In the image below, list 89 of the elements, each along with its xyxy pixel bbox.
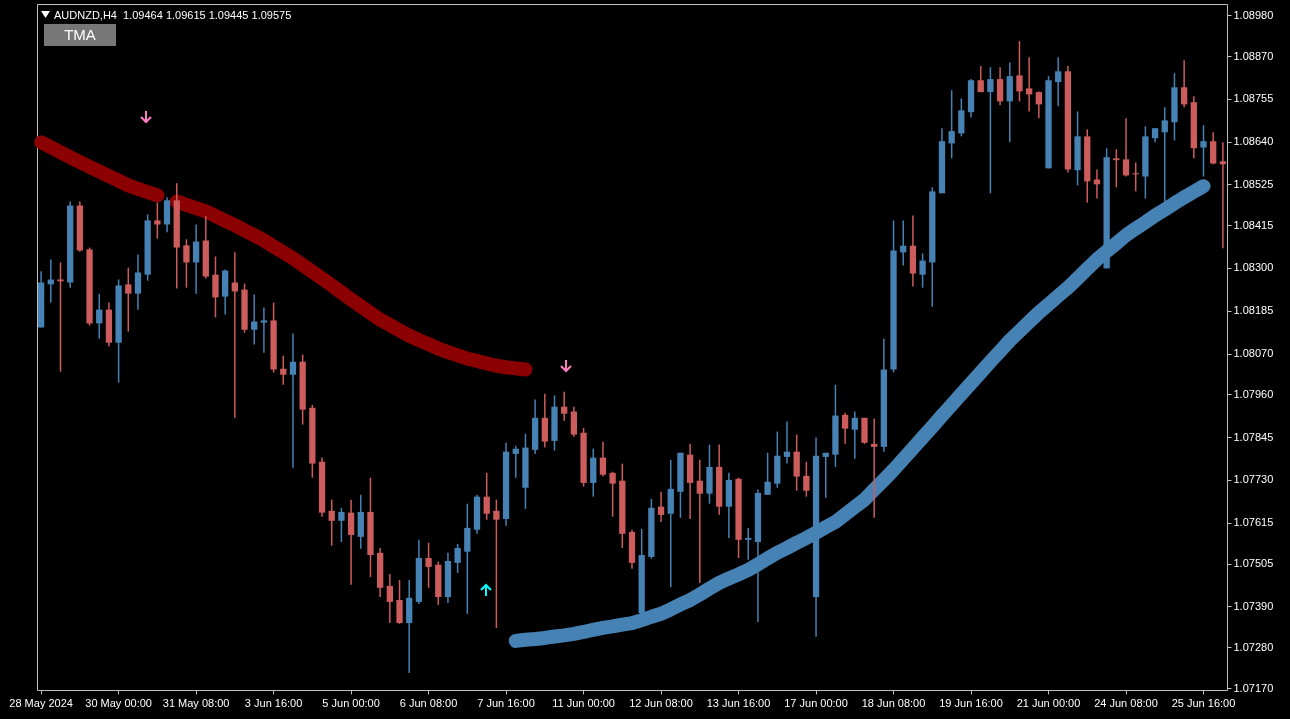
candlestick xyxy=(125,266,132,333)
candlestick xyxy=(783,420,791,465)
x-tick-label: 25 Jun 16:00 xyxy=(1171,696,1236,709)
y-tick-label: 1.07170 xyxy=(1233,681,1274,694)
candlestick xyxy=(134,253,142,311)
x-tick-label: 21 Jun 00:00 xyxy=(1016,696,1081,709)
candlestick xyxy=(338,507,345,543)
candlestick xyxy=(1026,56,1033,113)
candlestick xyxy=(1200,124,1207,178)
candlestick xyxy=(1113,148,1120,189)
candlestick xyxy=(1122,117,1130,178)
y-tick-label: 1.07730 xyxy=(1233,473,1274,486)
candlestick xyxy=(396,579,403,625)
x-tick-label: 13 Jun 16:00 xyxy=(706,696,771,709)
candlestick xyxy=(958,97,965,138)
y-tick-label: 1.07960 xyxy=(1233,387,1274,400)
x-tick-label: 31 May 08:00 xyxy=(162,696,230,709)
candlestick xyxy=(1210,131,1217,165)
x-tick-label: 7 Jun 16:00 xyxy=(477,696,535,709)
x-tick-label: 24 Jun 08:00 xyxy=(1094,696,1158,709)
y-tick-label: 1.07615 xyxy=(1233,516,1274,529)
candlestick xyxy=(512,444,519,479)
x-tick-label: 30 May 00:00 xyxy=(85,696,152,709)
candlestick xyxy=(154,201,161,240)
x-tick-label: 18 Jun 08:00 xyxy=(861,696,926,709)
candlestick xyxy=(841,411,849,445)
y-tick-label: 1.07390 xyxy=(1233,599,1274,612)
candlestick xyxy=(871,417,878,519)
x-tick-label: 11 Jun 00:00 xyxy=(552,696,615,709)
candlestick xyxy=(328,498,335,547)
candlestick xyxy=(1180,59,1188,109)
candlestick xyxy=(1093,168,1101,200)
candlestick xyxy=(745,527,752,561)
x-tick-label: 19 Jun 16:00 xyxy=(939,696,1003,709)
candlestick xyxy=(561,391,568,422)
chart-title: AUDNZD,H4 1.09464 1.09615 1.09445 1.09575 xyxy=(54,9,292,21)
candlestick xyxy=(260,306,268,354)
candlestick xyxy=(599,440,607,478)
candlestick xyxy=(425,542,432,589)
candlestick xyxy=(851,410,858,460)
y-tick-label: 1.07845 xyxy=(1233,430,1274,443)
candlestick xyxy=(454,543,461,574)
y-tick-label: 1.08185 xyxy=(1233,304,1274,317)
candlestick xyxy=(96,292,103,340)
candlestick xyxy=(948,89,955,160)
x-tick-label: 17 Jun 00:00 xyxy=(784,696,848,709)
y-tick-label: 1.08070 xyxy=(1233,347,1274,360)
x-tick-label: 5 Jun 00:00 xyxy=(322,696,380,709)
candlestick xyxy=(977,65,984,93)
candlestick xyxy=(464,502,471,615)
candlestick xyxy=(919,252,926,289)
y-tick-label: 1.08980 xyxy=(1233,8,1274,21)
candlestick xyxy=(347,498,355,586)
candlestick xyxy=(192,223,200,295)
candlestick xyxy=(657,491,665,523)
candlestick xyxy=(696,459,703,584)
y-tick-label: 1.08870 xyxy=(1233,49,1274,62)
y-tick-label: 1.07280 xyxy=(1233,640,1274,653)
y-tick-label: 1.08415 xyxy=(1233,218,1274,231)
candlestick xyxy=(231,251,238,419)
y-tick-label: 1.08755 xyxy=(1233,92,1274,105)
x-tick-label: 28 May 2024 xyxy=(9,696,73,709)
candlestick xyxy=(1055,56,1062,107)
candlestick xyxy=(251,293,258,346)
y-tick-label: 1.08640 xyxy=(1233,135,1274,148)
candlestick xyxy=(764,452,771,496)
candlestick xyxy=(1035,90,1042,119)
candlestick xyxy=(541,392,548,449)
x-tick-label: 12 Jun 08:00 xyxy=(629,696,693,709)
y-tick-label: 1.07505 xyxy=(1233,557,1274,570)
y-tick-label: 1.08525 xyxy=(1233,177,1274,190)
candlestick xyxy=(386,573,393,624)
x-tick-label: 3 Jun 16:00 xyxy=(244,696,303,709)
x-tick-label: 6 Jun 08:00 xyxy=(399,696,458,709)
candlestick xyxy=(212,255,219,319)
candlestick xyxy=(609,470,616,518)
y-tick-label: 1.08300 xyxy=(1233,261,1274,274)
candlestick xyxy=(280,354,287,386)
annotation: TMA xyxy=(44,24,116,46)
candlestick xyxy=(996,66,1004,106)
candlestick xyxy=(803,460,810,498)
candlestick xyxy=(183,238,190,289)
candlestick xyxy=(822,452,829,499)
candlestick xyxy=(483,472,490,521)
candlestick xyxy=(1016,40,1023,103)
candlestick xyxy=(987,66,994,194)
candlestick xyxy=(570,405,578,438)
candlestick xyxy=(493,498,500,629)
candlestick xyxy=(289,332,297,469)
